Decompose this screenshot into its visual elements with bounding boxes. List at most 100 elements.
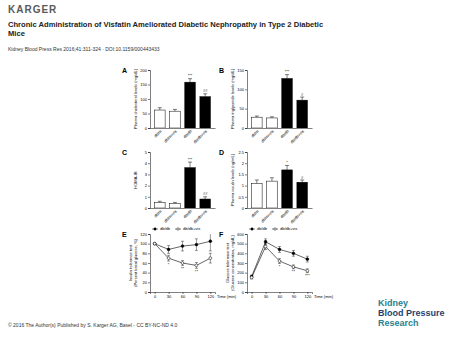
y-tick-mark	[245, 163, 247, 164]
y-tick-label: 1	[242, 183, 245, 188]
y-tick-mark	[245, 109, 247, 110]
bar	[252, 183, 263, 208]
point	[292, 252, 295, 255]
y-tick: 4	[145, 161, 150, 166]
y-tick-label: 0.5	[238, 195, 244, 200]
bar	[170, 204, 181, 208]
error-bar	[195, 239, 198, 251]
x-tick-label: 0	[251, 294, 254, 299]
bar	[282, 79, 293, 128]
citation: Kidney Blood Press Res 2016;41:311-324 ·…	[8, 46, 160, 52]
annotation: *	[286, 160, 288, 165]
panel: *#00.511.522.5Plasma insulin levels (ng/…	[219, 149, 313, 224]
panel: ***#050100150Plasma triglyceride levels …	[219, 67, 313, 144]
y-tick-mark	[148, 174, 150, 175]
plot-area	[252, 165, 308, 208]
error-bar	[306, 256, 309, 262]
y-axis-line	[148, 71, 151, 129]
x-tick-label: 30	[167, 294, 172, 299]
error-bar	[278, 259, 281, 264]
y-tick-label: 500	[237, 241, 244, 246]
y-tick-mark	[245, 208, 247, 209]
x-axis: db/mdb/m+visdb/dbdb/db+vis	[248, 208, 313, 224]
bar	[297, 100, 308, 128]
y-tick-label: 300	[237, 261, 244, 266]
x-tick-label: 120	[208, 294, 215, 299]
point	[264, 245, 267, 248]
x-axis-title: Time (min)	[217, 294, 237, 299]
y-tick-mark	[148, 163, 150, 164]
y-axis: 0100200300400500600	[237, 232, 247, 295]
y-tick: 20	[143, 280, 150, 285]
legend-label: db/db	[160, 226, 171, 231]
panel-letter: C	[122, 149, 127, 156]
x-tick: 0	[251, 292, 254, 299]
error-bar	[181, 261, 184, 266]
y-tick: 400	[237, 251, 247, 256]
y-tick: 80	[143, 251, 150, 256]
y-tick-mark	[148, 99, 150, 100]
y-tick: 500	[237, 241, 247, 246]
bar	[200, 199, 211, 208]
y-tick-label: 1	[145, 195, 148, 200]
error-bar	[250, 276, 253, 279]
y-tick: 1	[242, 183, 247, 188]
legend-line	[249, 229, 255, 230]
y-tick-label: 0	[242, 126, 245, 131]
y-tick-mark	[148, 244, 150, 245]
y-tick-label: 1.5	[238, 172, 244, 177]
point	[153, 242, 156, 245]
x-axis: db/mdb/m+visdb/dbdb/db+vis	[248, 128, 313, 144]
error-bar	[270, 178, 274, 181]
y-tick: 150	[140, 82, 150, 87]
y-tick-mark	[148, 85, 150, 86]
y-tick-label: 0	[145, 290, 148, 295]
y-axis-line	[245, 71, 248, 129]
error-bar	[195, 263, 198, 269]
error-bar	[153, 243, 156, 244]
x-tick: db/db+vis	[289, 208, 305, 224]
annotation: ##	[203, 191, 208, 196]
error-bar	[158, 201, 162, 202]
panel: ***##050100150200Plasma cholesterol leve…	[122, 67, 216, 144]
point	[153, 242, 156, 245]
y-tick-mark	[148, 152, 150, 153]
y-tick: 100	[237, 280, 247, 285]
y-axis-title: Plasma triglyceride levels (mg/dL)	[230, 68, 235, 129]
bar	[267, 181, 278, 208]
x-tick: 120	[208, 292, 215, 299]
x-axis: db/mdb/m+visdb/dbdb/db+vis	[151, 208, 216, 224]
y-tick-label: 2.5	[238, 150, 244, 155]
x-tick-label: 0	[154, 294, 157, 299]
y-axis-title: HOMA-IR	[133, 171, 138, 188]
x-tick-label: db/db+vis	[289, 209, 305, 225]
y-axis-line	[245, 153, 248, 209]
y-tick: 1	[145, 195, 150, 200]
point	[278, 260, 281, 263]
y-tick-mark	[148, 292, 150, 293]
y-tick: 300	[237, 261, 247, 266]
x-tick-label: db/m	[153, 128, 163, 138]
panel: ***##012345HOMA-IRCdb/mdb/m+visdb/dbdb/d…	[122, 149, 216, 224]
y-tick: 0	[145, 206, 150, 211]
y-tick-label: 5	[145, 150, 148, 155]
error-bar	[300, 180, 304, 182]
x-tick: 60	[181, 292, 186, 299]
error-bar	[167, 246, 170, 254]
error-bar	[264, 244, 267, 250]
legend-marker	[274, 228, 276, 230]
y-axis: 050100150	[237, 68, 247, 131]
x-tick-label: db/m	[250, 128, 260, 138]
point	[209, 240, 212, 243]
legend-marker	[154, 228, 156, 230]
y-tick: 60	[143, 261, 150, 266]
y-tick: 0	[145, 290, 150, 295]
error-bar	[285, 75, 289, 79]
error-bar	[188, 79, 192, 82]
x-tick: db/db+vis	[192, 208, 208, 224]
x-tick: db/m+vis	[163, 208, 178, 224]
y-tick-label: 2	[145, 183, 148, 188]
legend: db/dbdb/db+vis	[249, 226, 297, 231]
point	[292, 265, 295, 268]
y-tick-mark	[245, 128, 247, 129]
